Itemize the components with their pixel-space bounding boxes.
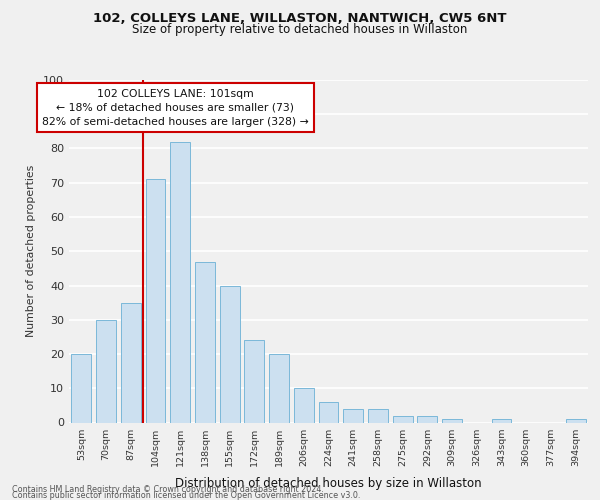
Y-axis label: Number of detached properties: Number of detached properties bbox=[26, 165, 36, 338]
Bar bbox=[146, 180, 166, 422]
Text: Contains public sector information licensed under the Open Government Licence v3: Contains public sector information licen… bbox=[12, 491, 361, 500]
Text: Contains HM Land Registry data © Crown copyright and database right 2024.: Contains HM Land Registry data © Crown c… bbox=[12, 484, 324, 494]
Text: Size of property relative to detached houses in Willaston: Size of property relative to detached ho… bbox=[133, 24, 467, 36]
Bar bbox=[319, 402, 338, 422]
Text: 102, COLLEYS LANE, WILLASTON, NANTWICH, CW5 6NT: 102, COLLEYS LANE, WILLASTON, NANTWICH, … bbox=[93, 12, 507, 26]
Bar bbox=[96, 320, 116, 422]
X-axis label: Distribution of detached houses by size in Willaston: Distribution of detached houses by size … bbox=[175, 477, 482, 490]
Bar bbox=[121, 302, 140, 422]
Text: 102 COLLEYS LANE: 101sqm
← 18% of detached houses are smaller (73)
82% of semi-d: 102 COLLEYS LANE: 101sqm ← 18% of detach… bbox=[42, 88, 309, 126]
Bar bbox=[343, 409, 363, 422]
Bar bbox=[71, 354, 91, 422]
Bar bbox=[566, 419, 586, 422]
Bar bbox=[195, 262, 215, 422]
Bar bbox=[418, 416, 437, 422]
Bar bbox=[368, 409, 388, 422]
Bar bbox=[294, 388, 314, 422]
Bar bbox=[393, 416, 413, 422]
Bar bbox=[269, 354, 289, 422]
Bar bbox=[491, 419, 511, 422]
Bar bbox=[244, 340, 264, 422]
Bar bbox=[170, 142, 190, 422]
Bar bbox=[442, 419, 462, 422]
Bar bbox=[220, 286, 239, 422]
